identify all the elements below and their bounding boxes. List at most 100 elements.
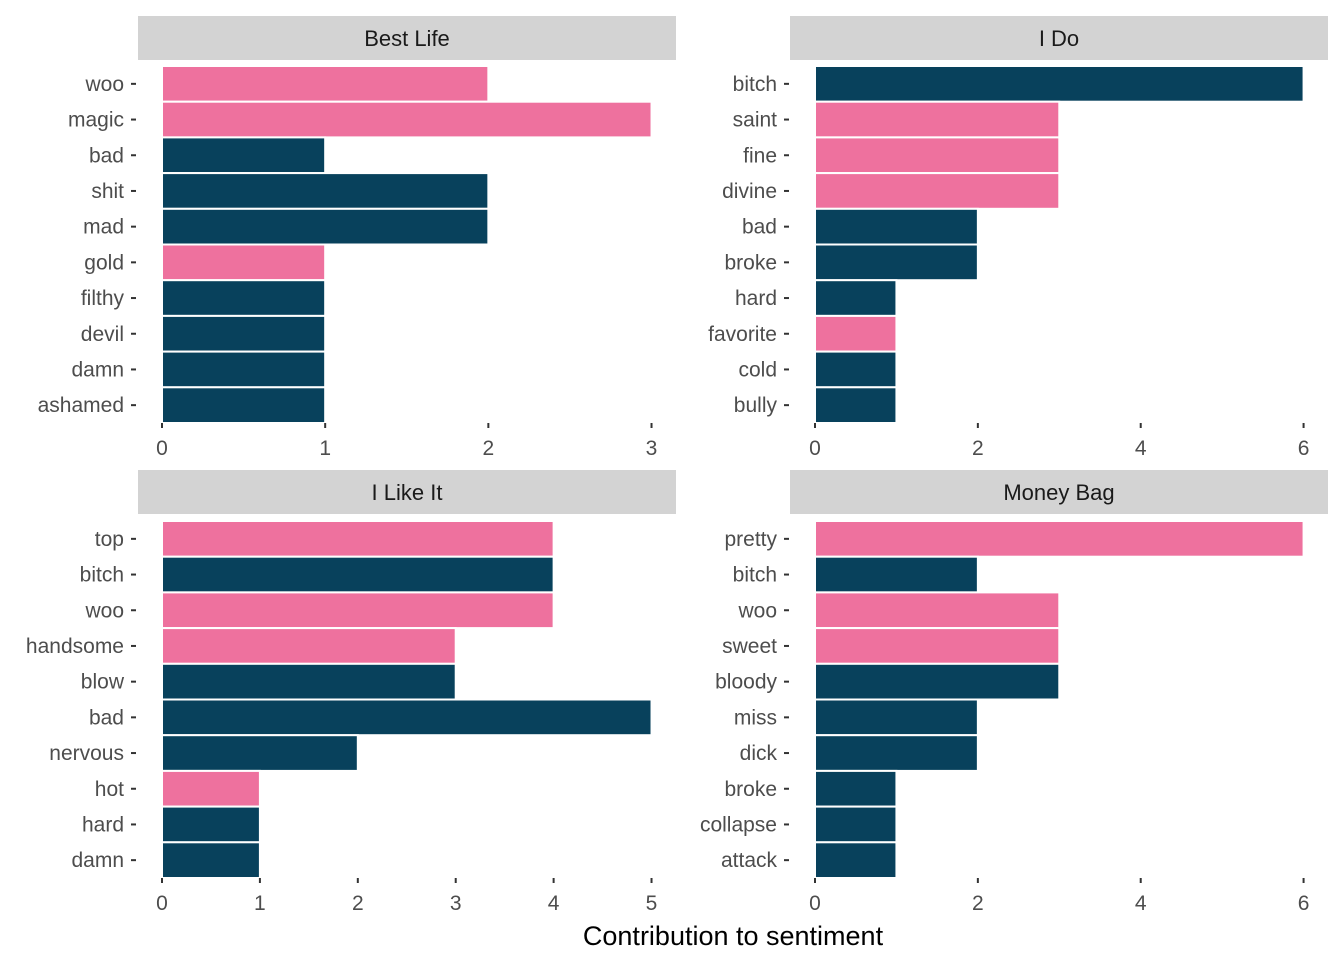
category-label: divine — [722, 180, 777, 203]
x-tick-label: 1 — [254, 892, 266, 915]
x-tick-label: 2 — [352, 892, 364, 915]
category-label: nervous — [49, 742, 124, 765]
category-label: damn — [71, 849, 124, 872]
x-tick-label: 4 — [548, 892, 560, 915]
category-label: attack — [721, 849, 778, 872]
category-label: filthy — [81, 287, 125, 310]
category-label: bad — [742, 216, 777, 239]
bar-pretty — [814, 520, 1305, 558]
bar-ashamed — [161, 386, 327, 424]
bar-bad — [814, 207, 979, 246]
category-label: magic — [68, 109, 124, 132]
bar-bully — [814, 386, 898, 424]
category-label: damn — [71, 358, 124, 381]
bar-dick — [814, 734, 979, 772]
category-label: hard — [82, 813, 124, 836]
category-label: shit — [91, 180, 124, 203]
category-label: fine — [743, 144, 777, 167]
bar-nervous — [161, 734, 359, 772]
x-tick-label: 4 — [1135, 437, 1147, 460]
category-label: sweet — [722, 635, 777, 658]
x-axis-title: Contribution to sentiment — [583, 921, 884, 951]
bar-bitch — [161, 555, 555, 594]
category-label: saint — [733, 109, 778, 132]
bar-bloody — [814, 662, 1061, 701]
x-tick-label: 5 — [646, 892, 658, 915]
category-label: devil — [81, 323, 124, 346]
chart-panels: Best Life woo magic bad shit mad gold filthy dev… — [26, 16, 1328, 915]
x-tick-label: 0 — [809, 437, 821, 460]
category-label: pretty — [724, 528, 777, 551]
bar-magic — [161, 100, 653, 139]
category-label: woo — [737, 599, 777, 622]
bar-woo — [814, 591, 1061, 630]
category-label: bad — [89, 706, 124, 729]
bar-broke — [814, 243, 979, 282]
facet-strip — [138, 470, 676, 514]
bar-bitch — [814, 65, 1305, 103]
category-label: hot — [95, 778, 124, 801]
facet-strip — [138, 16, 676, 60]
category-label: bitch — [733, 564, 777, 587]
facet-panel-3: Money Bag pretty bitch woo sweet bloody miss di… — [700, 470, 1328, 915]
x-tick-label: 3 — [450, 892, 462, 915]
category-label: ashamed — [38, 394, 124, 417]
category-label: mad — [83, 216, 124, 239]
bar-bad — [161, 698, 653, 737]
category-label: bitch — [80, 564, 124, 587]
category-label: bloody — [715, 671, 777, 694]
facet-strip — [790, 470, 1328, 514]
bar-fine — [814, 136, 1061, 175]
facet-panel-0: Best Life woo magic bad shit mad gold filthy dev… — [38, 16, 676, 460]
x-tick-label: 3 — [646, 437, 658, 460]
category-label: woo — [84, 599, 124, 622]
bar-hard — [161, 805, 261, 844]
facet-strip — [790, 16, 1328, 60]
bar-filthy — [161, 279, 327, 317]
x-tick-label: 0 — [156, 437, 168, 460]
x-tick-label: 2 — [483, 437, 495, 460]
x-tick-label: 2 — [972, 437, 984, 460]
category-label: gold — [84, 251, 124, 274]
bar-sweet — [814, 627, 1061, 665]
category-label: bad — [89, 144, 124, 167]
bar-handsome — [161, 627, 457, 665]
bar-damn — [161, 841, 261, 879]
facet-title: I Do — [1039, 26, 1079, 51]
bar-collapse — [814, 805, 898, 844]
bar-hot — [161, 769, 261, 808]
bar-top — [161, 520, 555, 558]
bar-divine — [814, 172, 1061, 210]
category-label: dick — [740, 742, 778, 765]
bar-favorite — [814, 314, 898, 353]
category-label: top — [95, 528, 124, 551]
bar-cold — [814, 350, 898, 389]
category-label: hard — [735, 287, 777, 310]
category-label: bitch — [733, 73, 777, 96]
category-label: blow — [81, 671, 125, 694]
category-label: bully — [734, 394, 778, 417]
x-tick-label: 1 — [319, 437, 331, 460]
category-label: woo — [84, 73, 124, 96]
facet-title: Best Life — [364, 26, 450, 51]
bar-mad — [161, 207, 490, 246]
facet-title: Money Bag — [1003, 480, 1114, 505]
bar-miss — [814, 698, 979, 737]
category-label: collapse — [700, 813, 777, 836]
x-tick-label: 6 — [1298, 892, 1310, 915]
category-label: broke — [724, 778, 777, 801]
bar-gold — [161, 243, 327, 282]
bar-attack — [814, 841, 898, 879]
bar-devil — [161, 314, 327, 353]
x-tick-label: 2 — [972, 892, 984, 915]
facet-title: I Like It — [372, 480, 443, 505]
bar-broke — [814, 769, 898, 808]
bar-damn — [161, 350, 327, 389]
category-label: favorite — [708, 323, 777, 346]
bar-blow — [161, 662, 457, 701]
facet-panel-2: I Like It top bitch woo handsome blow bad nervo… — [26, 470, 676, 915]
x-tick-label: 0 — [156, 892, 168, 915]
bar-woo — [161, 65, 490, 103]
bar-hard — [814, 279, 898, 317]
